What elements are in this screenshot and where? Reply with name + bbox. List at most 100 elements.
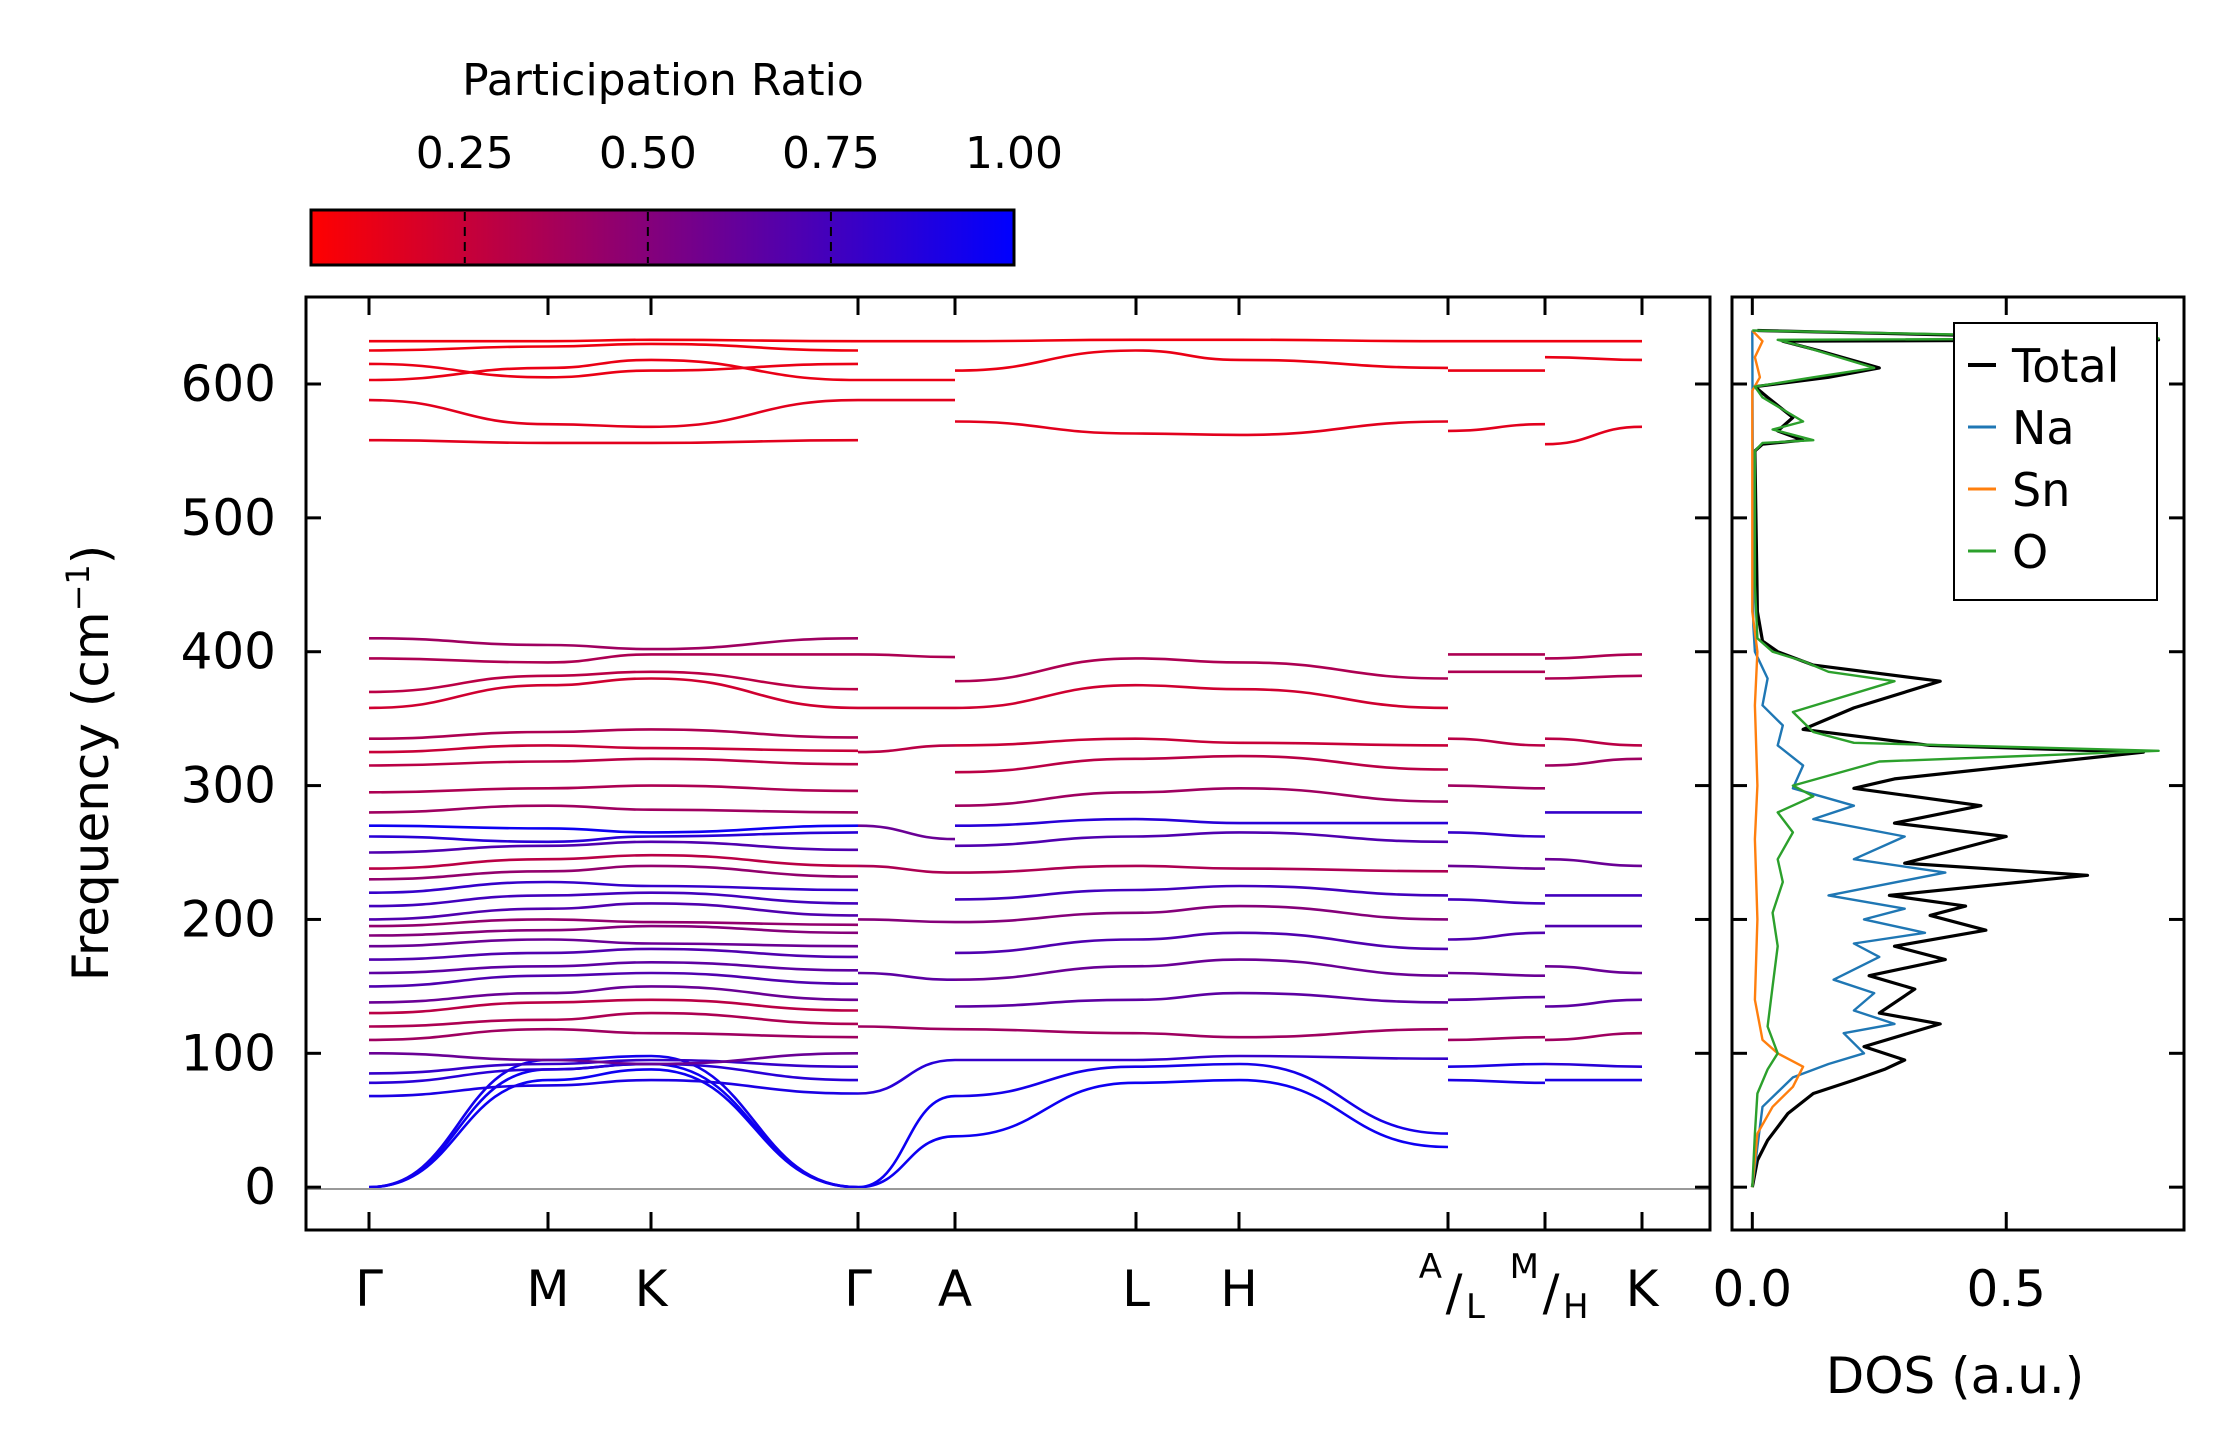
band-line: [368, 971, 859, 988]
band-x-tick-label: Γ: [355, 1260, 383, 1318]
band-line: [368, 677, 859, 710]
y-label-sup: −1: [59, 564, 97, 611]
x-label-upper: M: [1510, 1247, 1539, 1287]
band-x-tick-label: K: [1626, 1260, 1660, 1318]
band-line: [1544, 857, 1643, 868]
legend-box: [1953, 322, 2158, 601]
band-x-tick-label: Γ: [844, 1260, 872, 1318]
band-x-tick-label: L: [1122, 1260, 1150, 1318]
band-y-tick-label: 100: [181, 1024, 276, 1082]
band-line: [1544, 965, 1643, 975]
band-line: [368, 1054, 859, 1189]
band-line: [368, 902, 859, 921]
band-x-tick-label: K: [635, 1260, 669, 1318]
dos-legend: Total Na Sn O: [1953, 322, 2158, 601]
band-line: [857, 653, 956, 659]
x-label-lower: L: [1466, 1287, 1485, 1327]
band-line: [368, 938, 859, 948]
band-line: [954, 817, 1448, 827]
band-line: [954, 657, 1449, 683]
band-lines: [368, 338, 1643, 1189]
band-line: [1447, 864, 1546, 870]
band-x-ticks: Γ M K Γ A L H A / LM / H K: [355, 297, 1660, 1327]
band-line: [1544, 737, 1643, 747]
band-line: [368, 438, 859, 445]
band-line: [369, 338, 859, 343]
band-line: [368, 947, 859, 961]
band-line: [1544, 1031, 1643, 1042]
band-line: [857, 1025, 956, 1031]
band-x-tick-label: H: [1220, 1260, 1258, 1318]
band-line: [368, 757, 859, 767]
band-line: [1544, 355, 1643, 362]
band-x-tick-label: M / H: [1510, 1247, 1589, 1327]
band-y-ticks: 0 100 200 300 400 500 600: [181, 355, 1710, 1216]
band-line: [368, 880, 859, 894]
band-line: [368, 1062, 859, 1085]
band-line: [368, 362, 859, 379]
band-line: [1544, 998, 1643, 1008]
band-line: [1447, 1062, 1546, 1068]
band-line: [954, 349, 1449, 372]
band-line: [857, 864, 956, 874]
band-line: [954, 737, 1449, 747]
band-line: [857, 971, 956, 981]
band-line: [1447, 898, 1546, 905]
dos-panel: 0.0 0.5 DOS (a.u.) Total Na Sn O: [1713, 295, 2186, 1405]
band-line: [1544, 425, 1643, 446]
band-y-tick-label: 500: [181, 489, 276, 547]
x-label-slash: /: [1543, 1264, 1560, 1322]
band-line: [368, 1011, 859, 1028]
band-line: [954, 1027, 1449, 1039]
legend-label: O: [2012, 525, 2048, 579]
band-line: [954, 864, 1449, 874]
band-line: [368, 998, 859, 1015]
band-line: [368, 824, 859, 834]
band-line: [368, 744, 859, 754]
band-line: [368, 831, 859, 844]
colorbar-ticks: [463, 212, 832, 263]
band-line: [1447, 931, 1546, 941]
band-line: [368, 637, 859, 651]
band-axes-frame: [304, 295, 1712, 1232]
band-line: [368, 670, 859, 694]
band-line: [954, 884, 1449, 901]
band-y-tick-label: 600: [181, 355, 276, 413]
band-line: [368, 924, 859, 937]
band-line: [1447, 831, 1546, 838]
band-y-tick-label: 0: [244, 1158, 276, 1216]
band-line: [1544, 1062, 1643, 1068]
band-line: [954, 1054, 1449, 1062]
band-line: [954, 786, 1449, 807]
band-line: [1544, 674, 1643, 680]
dos-axes-frame: [1730, 295, 2186, 1232]
colorbar: Participation Ratio 0.25 0.50 0.75 1.00: [309, 55, 1063, 267]
band-line: [1447, 422, 1546, 433]
dos-lines: [1750, 328, 2161, 1188]
band-line: [954, 1078, 1449, 1149]
band-line: [1544, 653, 1643, 660]
band-line: [368, 1068, 859, 1189]
band-line: [368, 804, 859, 814]
band-y-tick-label: 300: [181, 757, 276, 815]
band-line: [954, 931, 1449, 955]
band-line: [857, 1094, 956, 1189]
band-line: [954, 1062, 1449, 1135]
band-line: [368, 1052, 859, 1066]
band-line: [368, 1027, 859, 1042]
band-line: [368, 342, 859, 352]
band-line: [1447, 995, 1546, 1002]
colorbar-tick-label: 0.50: [599, 128, 697, 179]
band-line: [954, 991, 1449, 1008]
band-y-axis-label: Frequency (cm−1): [59, 545, 120, 982]
dos-ticks: 0.0 0.5: [1713, 297, 2184, 1318]
y-label-main: Frequency (cm: [62, 611, 120, 981]
x-label-slash: /: [1446, 1264, 1463, 1322]
band-line: [368, 853, 859, 870]
band-line: [1447, 971, 1546, 977]
band-line: [1447, 1078, 1546, 1085]
band-y-tick-label: 400: [181, 623, 276, 681]
band-line: [368, 398, 859, 429]
band-line: [368, 960, 859, 975]
